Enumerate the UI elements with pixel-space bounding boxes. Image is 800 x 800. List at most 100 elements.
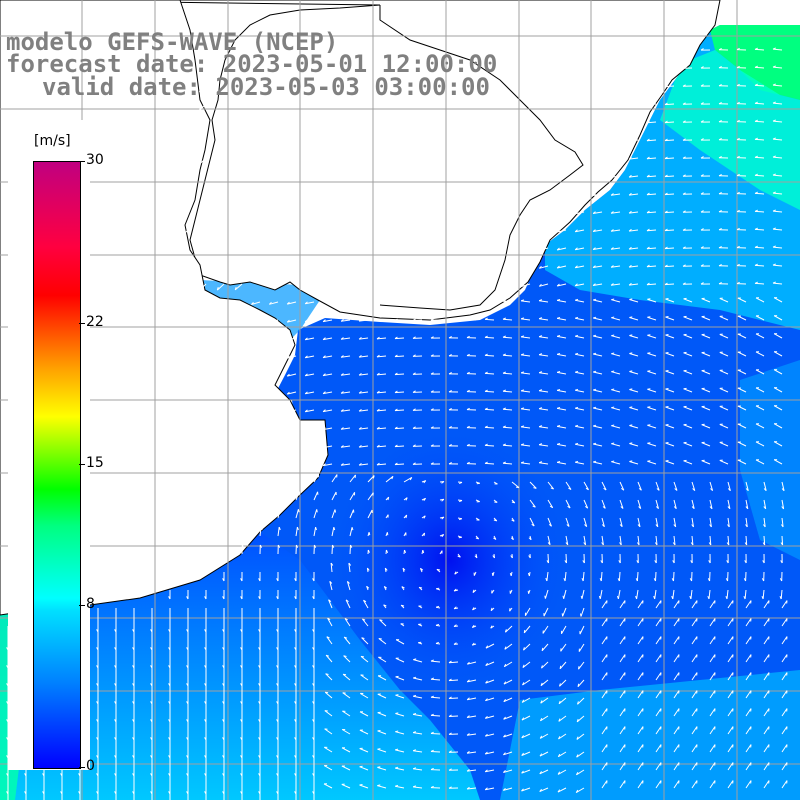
wind-arrow-head xyxy=(629,460,633,462)
wind-arrow xyxy=(503,787,513,791)
wind-arrow-head xyxy=(297,509,300,513)
wind-arrow-head xyxy=(523,629,526,633)
wind-arrow xyxy=(701,388,711,393)
wind-arrow xyxy=(709,744,716,753)
wind-arrow xyxy=(502,318,513,321)
wind-arrow-head xyxy=(279,509,282,513)
wind-arrow-head xyxy=(502,425,506,428)
wind-arrow-head xyxy=(781,488,785,492)
wind-arrow-head xyxy=(493,519,497,522)
wind-arrow-head xyxy=(441,498,445,502)
wind-arrow xyxy=(287,373,297,377)
wind-arrow-head xyxy=(430,785,434,789)
wind-arrow xyxy=(727,690,734,699)
wind-arrow-head xyxy=(700,210,704,213)
wind-arrow xyxy=(287,355,297,359)
wind-arrow xyxy=(601,499,606,509)
wind-arrow xyxy=(583,517,588,527)
wind-arrow xyxy=(564,571,567,582)
wind-arrow-head xyxy=(654,560,657,564)
wind-arrow xyxy=(331,474,338,483)
wind-arrow-head xyxy=(520,353,525,356)
wind-arrow-head xyxy=(466,786,470,790)
wind-arrow xyxy=(780,589,783,600)
wind-arrow-head xyxy=(565,542,569,546)
wind-arrow-head xyxy=(358,444,362,448)
wind-arrow xyxy=(647,316,657,321)
wind-arrow-head xyxy=(430,408,434,411)
wind-arrow-head xyxy=(664,102,668,106)
wind-arrow-head xyxy=(548,524,552,527)
wind-arrow-head xyxy=(531,523,535,527)
wind-arrow xyxy=(601,744,608,753)
wind-arrow-head xyxy=(448,408,452,411)
wind-arrow xyxy=(754,66,765,69)
wind-arrow-head xyxy=(610,265,614,268)
wind-arrow xyxy=(772,282,783,285)
wind-arrow xyxy=(646,229,657,232)
wind-arrow-head xyxy=(453,642,457,645)
wind-arrow xyxy=(673,654,680,663)
wind-arrow-head xyxy=(334,509,336,513)
wind-arrow xyxy=(565,535,569,545)
wind-arrow-head xyxy=(718,282,722,285)
wind-arrow-head xyxy=(448,354,452,357)
wind-arrow xyxy=(754,156,765,159)
wind-arrow xyxy=(673,726,680,735)
wind-arrow-head xyxy=(575,442,579,445)
wind-arrow-head xyxy=(541,647,544,651)
wind-arrow-head xyxy=(682,192,686,195)
wind-arrow-head xyxy=(511,501,515,504)
wind-arrow xyxy=(691,762,698,771)
wind-arrow xyxy=(673,708,680,717)
wind-arrow xyxy=(485,643,495,649)
wind-arrow-head xyxy=(385,549,389,553)
wind-arrow xyxy=(763,690,770,699)
wind-arrow-head xyxy=(520,335,525,338)
wind-arrow-head xyxy=(377,766,381,768)
wind-arrow xyxy=(557,371,567,375)
wind-arrow-head xyxy=(412,426,416,429)
wind-arrow xyxy=(541,643,549,652)
wind-arrow xyxy=(646,139,657,142)
wind-arrow xyxy=(601,780,608,789)
wind-arrow-head xyxy=(313,544,317,548)
wind-arrow xyxy=(349,544,351,555)
wind-arrow xyxy=(394,427,405,430)
wind-arrow-head xyxy=(558,718,561,722)
wind-arrow xyxy=(467,769,477,772)
wind-arrow xyxy=(503,733,513,738)
wind-arrow xyxy=(277,527,280,537)
wind-arrow-head xyxy=(520,389,525,392)
wind-arrow xyxy=(485,715,495,719)
wind-arrow-head xyxy=(484,389,488,392)
wind-arrow-head xyxy=(304,301,308,305)
wind-arrow xyxy=(541,661,549,669)
wind-arrow xyxy=(611,371,621,375)
wind-arrow-head xyxy=(611,406,615,409)
wind-arrow xyxy=(772,66,783,69)
wind-arrow xyxy=(522,679,531,686)
wind-arrow-head xyxy=(620,506,624,509)
wind-arrow xyxy=(683,334,693,339)
wind-arrow xyxy=(467,787,477,790)
wind-arrow-head xyxy=(556,247,560,251)
wind-arrow-head xyxy=(316,509,318,513)
wind-arrow-head xyxy=(772,227,776,230)
wind-arrow xyxy=(601,690,608,699)
wind-arrow xyxy=(655,744,662,753)
wind-arrow-head xyxy=(592,283,596,286)
wind-arrow xyxy=(502,444,513,447)
colorbar xyxy=(33,161,81,769)
wind-arrow-head xyxy=(430,749,434,752)
wind-arrow xyxy=(691,481,696,491)
wind-arrow xyxy=(539,769,549,775)
wind-arrow xyxy=(376,373,387,376)
wind-arrow xyxy=(665,406,675,411)
wind-arrow-head xyxy=(436,587,440,590)
wind-arrow xyxy=(701,442,711,447)
wind-arrow-head xyxy=(682,210,686,213)
wind-arrow xyxy=(349,509,354,519)
wind-arrow-head xyxy=(448,732,452,735)
wind-arrow xyxy=(575,787,585,794)
